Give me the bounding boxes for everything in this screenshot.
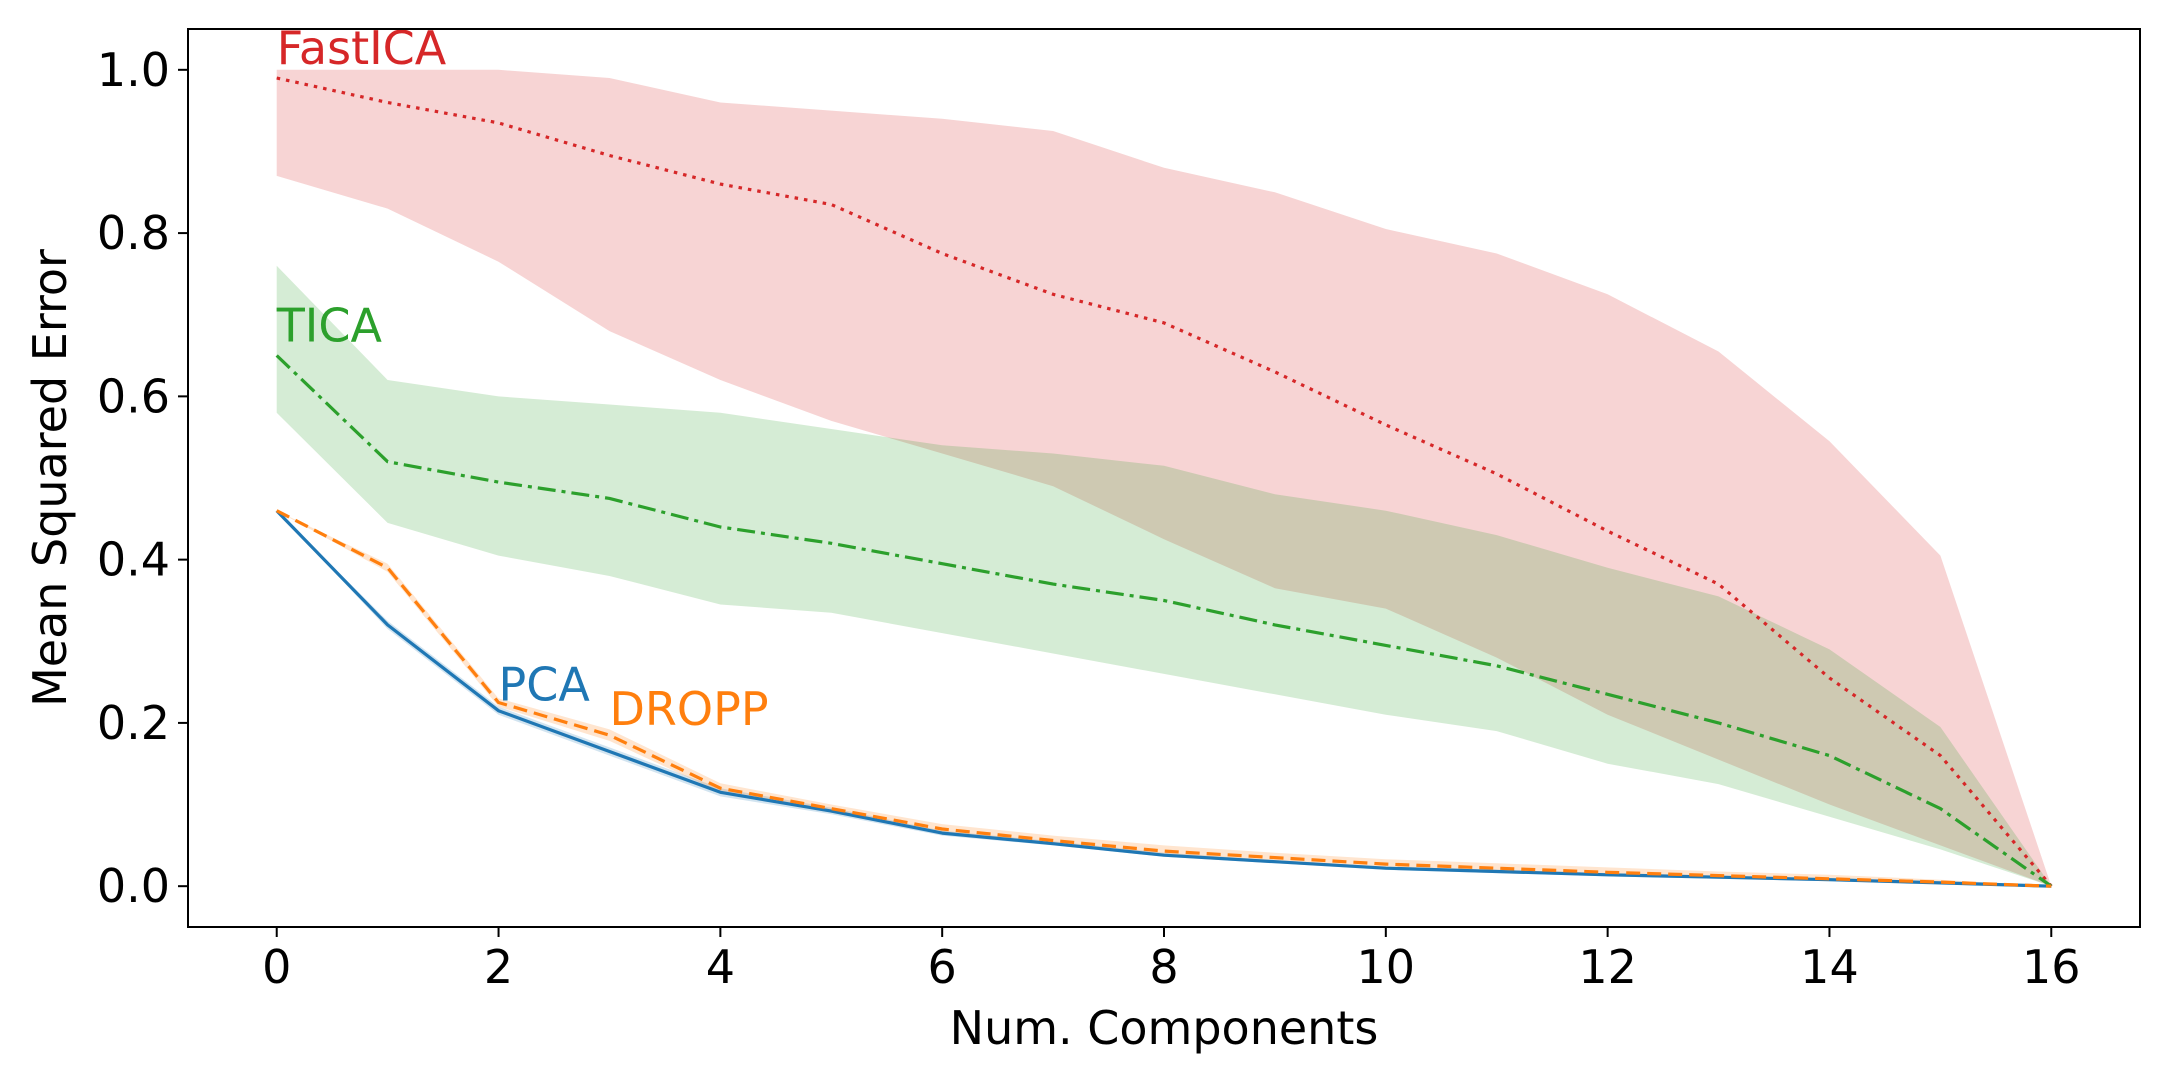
x-tick-label: 2 xyxy=(484,940,513,994)
y-tick-label: 0.0 xyxy=(97,859,170,913)
x-axis-ticks: 0 2 4 6 8 10 12 14 16 xyxy=(262,927,2081,994)
y-tick-label: 1.0 xyxy=(97,43,170,97)
x-tick-label: 6 xyxy=(928,940,957,994)
y-tick-label: 0.6 xyxy=(97,369,170,423)
x-tick-label: 16 xyxy=(2022,940,2081,994)
y-axis-label: Mean Squared Error xyxy=(23,249,77,707)
y-tick-label: 0.4 xyxy=(97,533,170,587)
tica-band xyxy=(276,265,2052,887)
x-tick-label: 0 xyxy=(262,940,291,994)
x-tick-label: 12 xyxy=(1578,940,1637,994)
dropp-line xyxy=(275,509,2052,888)
x-tick-label: 14 xyxy=(1800,940,1859,994)
tica-series-label: TICA xyxy=(276,298,383,352)
fastica-band xyxy=(276,69,2052,887)
y-axis-ticks: 0.0 0.2 0.4 0.6 0.8 1.0 xyxy=(97,43,188,913)
y-tick-label: 0.8 xyxy=(97,206,170,260)
series-lines xyxy=(275,76,2053,888)
x-tick-label: 8 xyxy=(1149,940,1178,994)
x-tick-label: 4 xyxy=(706,940,735,994)
x-axis-label: Num. Components xyxy=(950,1001,1379,1055)
pca-series-label: PCA xyxy=(499,658,591,712)
y-tick-label: 0.2 xyxy=(97,696,170,750)
x-tick-label: 10 xyxy=(1357,940,1416,994)
dropp-series-label: DROPP xyxy=(610,682,769,736)
